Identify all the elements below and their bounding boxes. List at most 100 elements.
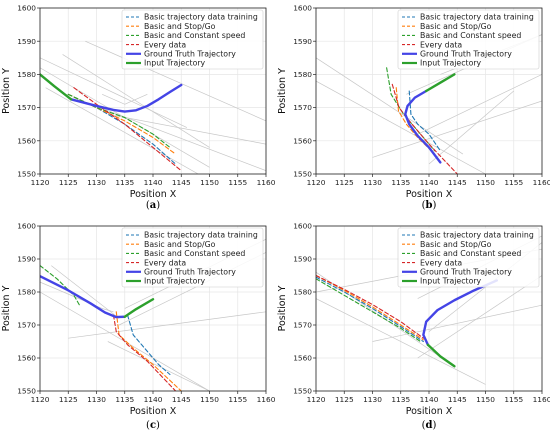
legend-entry: Basic and Stop/Go (420, 22, 492, 31)
series-line (115, 311, 182, 391)
road-line (40, 57, 188, 128)
legend-entry: Basic and Constant speed (420, 31, 521, 40)
road-line (428, 90, 514, 165)
x-tick-label: 1145 (172, 395, 191, 404)
road-line (372, 304, 542, 342)
x-tick-label: 1125 (59, 395, 78, 404)
x-tick-label: 1135 (115, 178, 134, 187)
x-tick-label: 1150 (200, 395, 219, 404)
x-tick-label: 1145 (172, 178, 191, 187)
y-tick-label: 1570 (293, 103, 312, 112)
x-tick-label: 1145 (448, 178, 467, 187)
y-tick-label: 1550 (293, 170, 312, 179)
caption-close: ) (433, 420, 437, 431)
legend-entry: Basic and Constant speed (144, 249, 245, 258)
legend-entry: Basic trajectory data training (420, 231, 534, 240)
road-line (107, 113, 266, 145)
panel-1: 1120 1125 1130 1135 1140 1145 1150 1155 1160 1550… (1, 4, 276, 211)
legend-entry: Ground Truth Trajectory (420, 268, 512, 277)
legend-entry: Basic trajectory data training (420, 13, 534, 22)
caption-open: ( (146, 200, 150, 211)
x-tick-label: 1125 (335, 178, 354, 187)
y-tick-label: 1590 (293, 255, 312, 264)
road-line (62, 54, 210, 148)
x-tick-label: 1150 (200, 178, 219, 187)
series-line (404, 89, 442, 164)
y-tick-label: 1570 (293, 321, 312, 330)
x-tick-label: 1160 (533, 395, 550, 404)
y-tick-label: 1550 (17, 387, 36, 396)
legend-entry: Every data (144, 258, 186, 267)
x-tick-label: 1160 (257, 178, 276, 187)
road-line (102, 93, 148, 105)
series-line (112, 314, 177, 391)
legend: Basic trajectory data training Basic and … (121, 227, 264, 288)
panel-caption: (a) (146, 200, 160, 211)
legend-entry: Ground Truth Trajectory (144, 268, 236, 277)
caption-letter: d (426, 420, 433, 431)
y-tick-label: 1560 (17, 354, 36, 363)
y-tick-label: 1590 (17, 255, 36, 264)
caption-letter: a (150, 200, 157, 211)
y-tick-label: 1560 (17, 136, 36, 145)
x-tick-label: 1145 (448, 395, 467, 404)
road-line (51, 265, 120, 319)
x-axis-label: Position X (130, 406, 177, 417)
x-tick-label: 1125 (335, 395, 354, 404)
x-tick-label: 1120 (307, 395, 326, 404)
caption-close: ) (156, 200, 160, 211)
y-axis-label: Position Y (1, 285, 12, 331)
legend-entry: Ground Truth Trajectory (144, 50, 236, 59)
legend-entry: Input Trajectory (420, 59, 482, 68)
x-tick-label: 1140 (420, 178, 439, 187)
series-line (316, 274, 424, 339)
legend-entry: Basic and Constant speed (144, 31, 245, 40)
legend-box (121, 227, 264, 288)
y-tick-label: 1580 (293, 70, 312, 79)
panel-3: 1120 1125 1130 1135 1140 1145 1150 1155 1160 1550… (1, 222, 276, 431)
road-line (40, 281, 114, 313)
x-tick-label: 1130 (363, 395, 382, 404)
x-tick-label: 1130 (87, 178, 106, 187)
caption-open: ( (422, 200, 426, 211)
panel-caption: (d) (422, 420, 437, 431)
caption-open: ( (146, 420, 150, 431)
series-line (316, 276, 424, 343)
legend-entry: Input Trajectory (144, 277, 206, 286)
y-axis-label: Position Y (277, 68, 288, 114)
series-line (424, 73, 456, 93)
legend-entry: Ground Truth Trajectory (420, 50, 512, 59)
x-tick-label: 1135 (391, 395, 410, 404)
road-line (316, 298, 486, 385)
x-tick-label: 1135 (391, 178, 410, 187)
x-tick-label: 1140 (420, 395, 439, 404)
y-tick-label: 1560 (293, 354, 312, 363)
legend-box (121, 9, 264, 70)
y-axis-label: Position Y (277, 285, 288, 331)
legend-entry: Basic and Stop/Go (420, 240, 492, 249)
legend-entry: Every data (144, 40, 186, 49)
series-line (127, 314, 171, 376)
y-tick-label: 1600 (17, 4, 36, 13)
road-line (372, 100, 542, 158)
y-tick-label: 1550 (17, 170, 36, 179)
road-line (417, 74, 542, 135)
series-line (67, 93, 177, 165)
series-line (386, 67, 436, 152)
road-line (45, 87, 199, 174)
series-line (40, 73, 73, 101)
series-line (426, 343, 456, 368)
panel-caption: (c) (146, 420, 160, 431)
x-tick-label: 1135 (115, 395, 134, 404)
y-tick-label: 1590 (293, 37, 312, 46)
road-line (316, 57, 464, 155)
series-line (316, 278, 422, 343)
road-line (73, 97, 266, 172)
panel-4: 1120 1125 1130 1135 1140 1145 1150 1155 1160 1550… (277, 222, 550, 431)
road-line (85, 40, 266, 122)
legend-entry: Basic trajectory data training (144, 231, 258, 240)
legend-entry: Basic and Stop/Go (144, 22, 216, 31)
series-line (408, 90, 441, 152)
